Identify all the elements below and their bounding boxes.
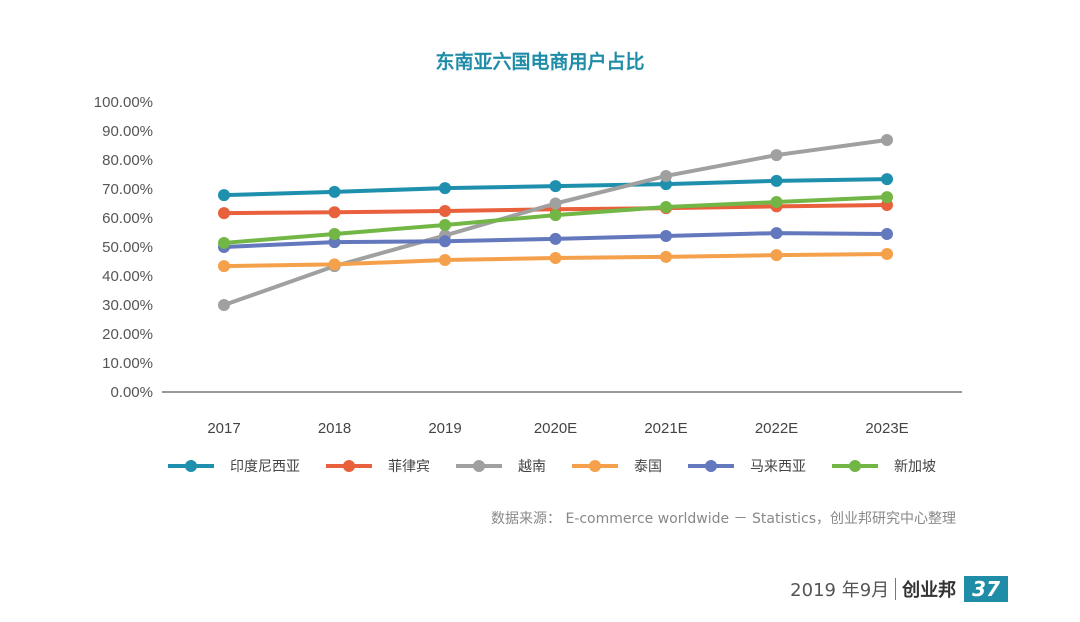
y-tick-label: 20.00% [102, 326, 153, 343]
x-axis-ticks: 2017 2018 2019 2020E 2021E 2022E 2023E [207, 420, 908, 437]
data-point [660, 250, 672, 263]
legend: 印度尼西亚 菲律宾 越南 泰国 马来西亚 新加坡 [168, 456, 962, 476]
legend-item: 印度尼西亚 [168, 456, 300, 476]
data-point [439, 218, 451, 231]
series-lines [218, 133, 893, 311]
data-point [439, 235, 451, 248]
x-tick-label: 2018 [318, 420, 351, 437]
legend-item: 新加坡 [832, 456, 936, 476]
y-tick-label: 100.00% [94, 94, 153, 111]
legend-label: 泰国 [634, 459, 662, 475]
data-point [328, 185, 341, 198]
y-tick-label: 60.00% [102, 210, 153, 227]
legend-marker-icon [572, 456, 618, 476]
legend-label: 印度尼西亚 [230, 459, 300, 475]
series-0 [218, 173, 893, 202]
data-point [328, 206, 341, 219]
data-point [770, 249, 783, 262]
data-point [660, 169, 672, 182]
y-tick-label: 90.00% [102, 123, 153, 140]
data-point [439, 205, 451, 218]
data-point [218, 299, 230, 311]
data-point [218, 260, 230, 273]
data-point [770, 196, 783, 209]
legend-label: 新加坡 [894, 459, 936, 475]
y-tick-label: 10.00% [102, 355, 153, 372]
data-point [218, 189, 230, 202]
x-tick-label: 2020E [534, 420, 577, 437]
x-tick-label: 2022E [755, 420, 798, 437]
data-point [549, 197, 562, 210]
series-4 [218, 227, 893, 253]
legend-marker-icon [832, 456, 878, 476]
data-point [770, 149, 783, 162]
footer: 2019 年9月 创业邦 37 [790, 576, 1008, 602]
page-number: 37 [964, 576, 1008, 602]
data-point [328, 258, 341, 271]
x-tick-label: 2021E [644, 420, 687, 437]
data-point [549, 209, 562, 222]
chart-title: 东南亚六国电商用户占比 [435, 51, 645, 73]
series-line [223, 138, 888, 307]
y-tick-label: 70.00% [102, 181, 153, 198]
source-note: 数据来源： E-commerce worldwide － Statistics，… [491, 511, 956, 527]
legend-item: 马来西亚 [688, 456, 806, 476]
data-point [328, 227, 341, 240]
data-point [660, 200, 672, 213]
y-tick-label: 80.00% [102, 152, 153, 169]
x-tick-label: 2019 [428, 420, 461, 437]
data-point [439, 182, 451, 195]
data-point [770, 227, 783, 240]
data-point [439, 254, 451, 267]
legend-marker-icon [326, 456, 372, 476]
y-tick-label: 40.00% [102, 268, 153, 285]
data-point [549, 180, 562, 193]
legend-item: 菲律宾 [326, 456, 430, 476]
data-point [218, 207, 230, 220]
footer-divider [895, 578, 897, 600]
footer-date: 2019 年9月 [790, 580, 890, 601]
legend-item: 越南 [456, 456, 546, 476]
series-2 [218, 133, 893, 311]
data-point [881, 227, 893, 240]
legend-marker-icon [456, 456, 502, 476]
legend-marker-icon [168, 456, 214, 476]
y-tick-label: 50.00% [102, 239, 153, 256]
data-point [881, 191, 893, 204]
data-point [881, 247, 893, 260]
data-point [660, 229, 672, 242]
data-point [770, 174, 783, 187]
data-point [549, 232, 562, 245]
series-5 [218, 191, 893, 249]
data-point [549, 252, 562, 265]
y-axis-ticks: 0.00% 10.00% 20.00% 30.00% 40.00% 50.00% 60.00… [94, 94, 153, 401]
brand-logo: 创业邦 [902, 580, 957, 601]
y-tick-label: 0.00% [110, 384, 153, 401]
data-point [218, 236, 230, 249]
data-point [881, 173, 893, 186]
series-3 [218, 247, 893, 273]
legend-label: 马来西亚 [750, 459, 806, 475]
legend-label: 菲律宾 [388, 459, 430, 475]
x-tick-label: 2017 [207, 420, 240, 437]
data-point [881, 133, 893, 146]
legend-marker-icon [688, 456, 734, 476]
x-tick-label: 2023E [865, 420, 908, 437]
y-tick-label: 30.00% [102, 297, 153, 314]
legend-label: 越南 [518, 459, 546, 475]
legend-item: 泰国 [572, 456, 662, 476]
